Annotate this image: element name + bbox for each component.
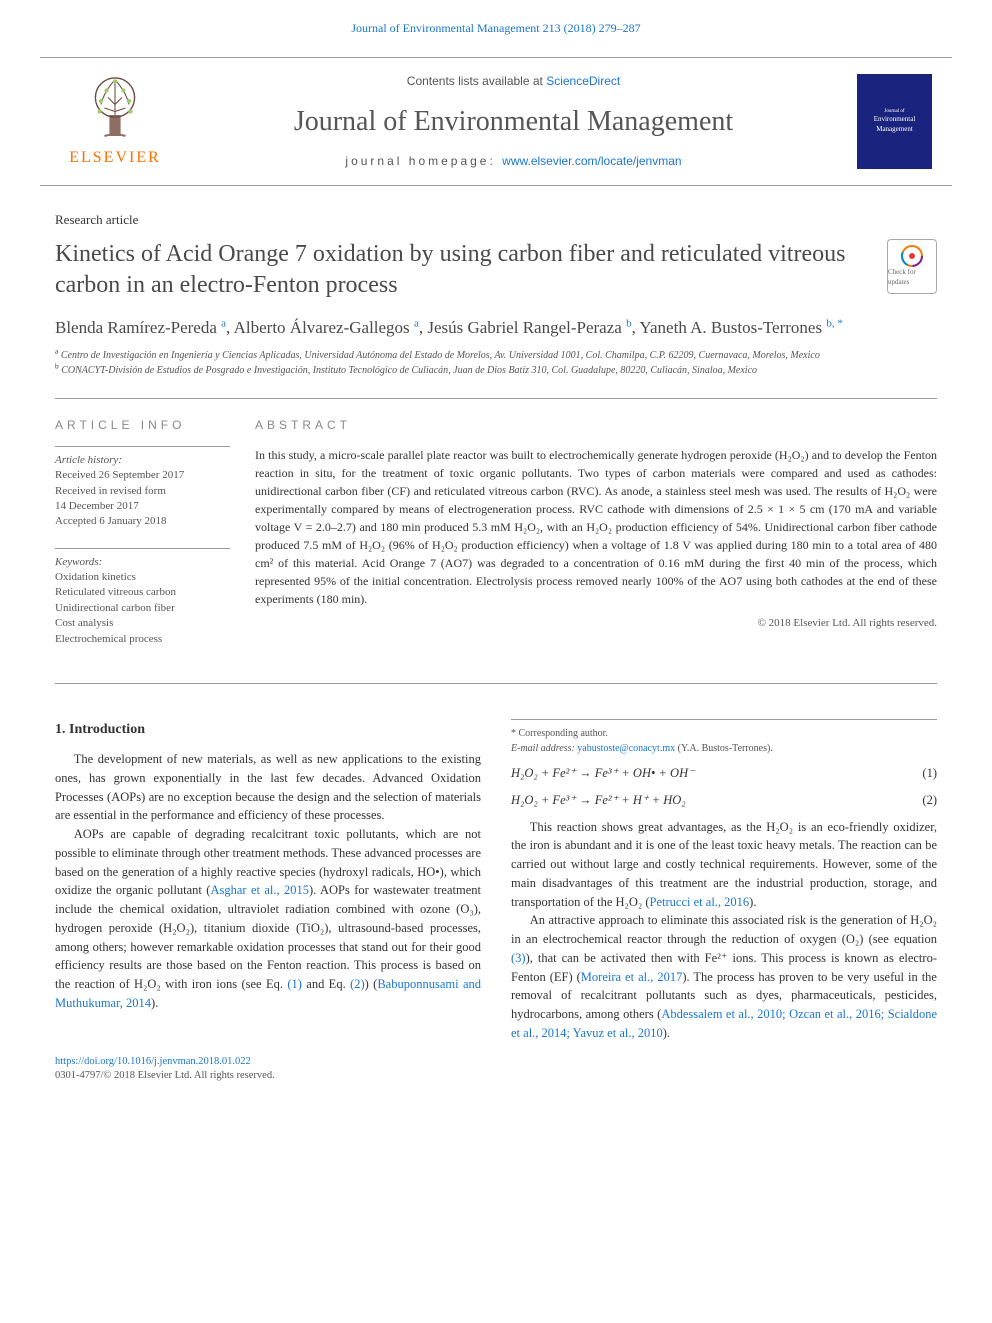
history-item: 14 December 2017 (55, 499, 230, 514)
email-prefix: E-mail address: (511, 743, 577, 754)
intro-heading: 1. Introduction (55, 719, 481, 740)
affiliation: a Centro de Investigación en Ingeniería … (55, 348, 937, 363)
abstract-text: In this study, a micro-scale parallel pl… (255, 446, 937, 608)
intro-p1: The development of new materials, as wel… (55, 750, 481, 825)
keywords-label: Keywords: (55, 555, 230, 570)
history-item: Received in revised form (55, 484, 230, 499)
eq-ref-1[interactable]: (1) (287, 977, 302, 991)
keywords-block: Keywords: Oxidation kineticsReticulated … (55, 548, 230, 647)
running-head-link[interactable]: Journal of Environmental Management 213 … (351, 21, 640, 35)
body-two-column: 1. Introduction The development of new m… (55, 719, 937, 1043)
article-info-heading: ARTICLE INFO (55, 417, 230, 434)
sciencedirect-link[interactable]: ScienceDirect (546, 74, 620, 88)
abstract-heading: ABSTRACT (255, 417, 937, 434)
history-item: Received 26 September 2017 (55, 468, 230, 483)
intro-p2: AOPs are capable of degrading recalcitra… (55, 825, 481, 1013)
check-updates-label: Check for updates (888, 268, 936, 288)
check-updates-badge[interactable]: Check for updates (887, 239, 937, 294)
keyword-item: Cost analysis (55, 616, 230, 631)
publisher-name: ELSEVIER (69, 147, 161, 169)
doi-link[interactable]: https://doi.org/10.1016/j.jenvman.2018.0… (55, 1056, 251, 1067)
journal-header-box: ELSEVIER Contents lists available at Sci… (40, 57, 952, 186)
keyword-item: Reticulated vitreous carbon (55, 585, 230, 600)
eq2-body: H₂O₂ + Fe³⁺ → Fe²⁺ + H⁺ + HO₂ (511, 791, 686, 810)
equation-2: H₂O₂ + Fe³⁺ → Fe²⁺ + H⁺ + HO₂ (2) (511, 791, 937, 810)
corresponding-author-footnote: * Corresponding author. E-mail address: … (511, 719, 937, 756)
homepage-link[interactable]: www.elsevier.com/locate/jenvman (502, 154, 681, 168)
article-history: Article history: Received 26 September 2… (55, 446, 230, 530)
ref-moreira[interactable]: Moreira et al., 2017 (581, 970, 683, 984)
contents-prefix: Contents lists available at (407, 74, 546, 88)
homepage-prefix: journal homepage: (345, 154, 502, 168)
corresponding-marker: * Corresponding author. (511, 726, 937, 741)
publisher-logo: ELSEVIER (60, 73, 170, 169)
author-list: Blenda Ramírez-Pereda a, Alberto Álvarez… (55, 316, 937, 340)
affiliations: a Centro de Investigación en Ingeniería … (55, 348, 937, 378)
crossmark-icon (900, 244, 924, 268)
abstract-copyright: © 2018 Elsevier Ltd. All rights reserved… (255, 616, 937, 631)
email-suffix: (Y.A. Bustos-Terrones). (675, 743, 773, 754)
article-type: Research article (55, 211, 937, 229)
abstract-column: ABSTRACT In this study, a micro-scale pa… (255, 417, 937, 665)
eq1-body: H₂O₂ + Fe²⁺ → Fe³⁺ + OH• + OH⁻ (511, 764, 695, 783)
elsevier-tree-icon (80, 73, 150, 143)
keyword-item: Electrochemical process (55, 632, 230, 647)
article-info-column: ARTICLE INFO Article history: Received 2… (55, 417, 255, 665)
keyword-item: Oxidation kinetics (55, 570, 230, 585)
header-center: Contents lists available at ScienceDirec… (170, 73, 857, 170)
journal-title: Journal of Environmental Management (170, 102, 857, 141)
article-title: Kinetics of Acid Orange 7 oxidation by u… (55, 239, 887, 301)
eq-ref-2a[interactable]: (2) (350, 977, 365, 991)
intro-p3: This reaction shows great advantages, as… (511, 818, 937, 912)
cover-line-1: Journal of (884, 108, 904, 115)
running-head: Journal of Environmental Management 213 … (0, 0, 992, 47)
page-footer: https://doi.org/10.1016/j.jenvman.2018.0… (55, 1055, 937, 1084)
history-label: Article history: (55, 453, 230, 468)
intro-p4: An attractive approach to eliminate this… (511, 911, 937, 1042)
corresponding-email[interactable]: yabustoste@conacyt.mx (577, 743, 675, 754)
equation-1: H₂O₂ + Fe²⁺ → Fe³⁺ + OH• + OH⁻ (1) (511, 764, 937, 783)
affiliation: b CONACYT-División de Estudios de Posgra… (55, 363, 937, 378)
ref-asghar[interactable]: Asghar et al., 2015 (210, 883, 309, 897)
history-item: Accepted 6 January 2018 (55, 514, 230, 529)
eq2-number: (2) (922, 791, 937, 810)
cover-line-3: Management (876, 125, 913, 135)
journal-cover-thumbnail: Journal of Environmental Management (857, 74, 932, 169)
ref-petrucci[interactable]: Petrucci et al., 2016 (650, 895, 750, 909)
eq-ref-3[interactable]: (3) (511, 951, 526, 965)
eq1-number: (1) (922, 764, 937, 783)
cover-line-2: Environmental (874, 115, 916, 125)
issn-copyright: 0301-4797/© 2018 Elsevier Ltd. All right… (55, 1069, 937, 1084)
keyword-item: Unidirectional carbon fiber (55, 601, 230, 616)
